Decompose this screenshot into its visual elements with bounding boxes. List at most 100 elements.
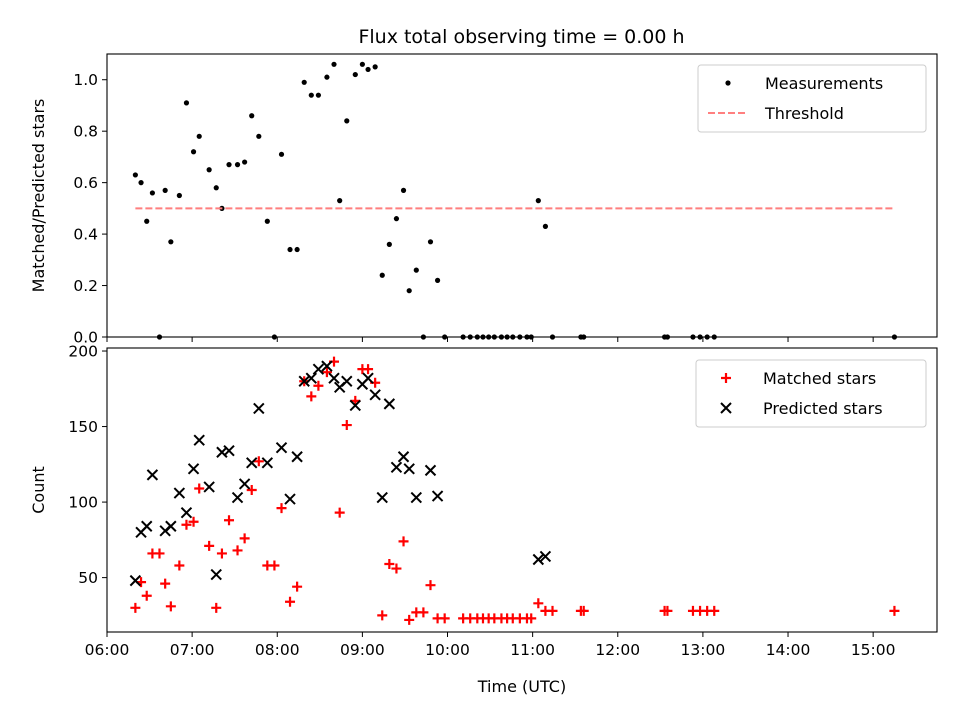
chart-title: Flux total observing time = 0.00 h [358,26,684,48]
matched-star-point [239,533,250,544]
legend: Measurements Threshold [697,64,927,133]
predicted-star-point [397,451,410,463]
measurement-point [386,241,392,247]
matched-star-point [204,540,215,551]
measurement-point [535,198,541,204]
measurement-point [256,133,262,139]
predicted-star-point [298,375,310,387]
matched-star-point [285,596,296,607]
matched-star-point [306,391,317,402]
legend: Matched stars Predicted stars [695,359,927,428]
matched-star-point [216,548,227,559]
legend-label: Matched stars [763,369,876,388]
matched-star-point [313,380,324,391]
series-measurements [132,61,898,340]
predicted-star-point [321,360,333,372]
matched-star-point [889,605,900,616]
measurement-point [480,334,486,340]
measurement-point [542,223,549,229]
predicted-star-point [424,464,437,477]
matched-star-point [246,485,257,495]
legend-box [697,64,927,133]
predicted-star-point [210,568,222,581]
matched-star-point [404,614,415,625]
measurement-point [434,277,441,283]
measurement-point [460,334,466,340]
legend-label: Threshold [764,104,844,123]
y-tick-label: 0.8 [73,123,98,141]
measurement-point [420,334,426,340]
y-tick-label: 100 [68,494,98,512]
predicted-star-point [165,520,177,532]
measurement-point [308,92,314,98]
y-tick-label: 0.2 [73,277,98,295]
measurement-point [704,334,710,340]
measurement-point [337,198,343,204]
matched-star-point [276,503,287,514]
measurement-point [442,334,448,340]
predicted-star-point [305,372,318,384]
measurement-point [491,334,497,340]
measurement-point [413,267,419,273]
predicted-star-point [187,463,200,475]
x-tick-label: 10:00 [425,641,470,659]
x-tick-label: 08:00 [255,641,300,659]
matched-star-point [130,602,141,613]
y-tick-label: 0.6 [73,174,98,192]
legend-label: Measurements [765,74,883,93]
matched-star-point [232,545,243,556]
legend-box [695,359,927,428]
matched-star-point [526,613,537,624]
matched-star-point [418,607,429,618]
x-tick-label: 13:00 [681,641,726,659]
predicted-star-point [362,372,374,384]
measurement-point [365,66,371,73]
measurement-point [206,167,212,173]
measurement-point [517,334,523,340]
predicted-star-point [129,574,142,587]
matched-star-point [533,598,544,609]
measurement-point [162,187,168,193]
matched-star-point [160,578,171,589]
measurement-point [132,172,138,178]
predicted-star-point [253,402,265,415]
measurement-point [697,334,703,340]
y-tick-label: 150 [68,418,98,436]
y-axis-label: Matched/Predicted stars [29,99,48,293]
measurement-point [264,218,270,224]
measurement-point [344,118,350,124]
panel-count: 06:00 07:00 08:00 09:00 10:00 11:00 12:00 13:00… [29,343,938,696]
y-tick-label: 200 [68,343,98,361]
predicted-star-point [390,461,403,474]
x-tick-label: 11:00 [510,641,555,659]
measurement-point [301,79,307,85]
measurement-point [352,71,358,78]
predicted-star-point [403,463,415,475]
predicted-star-point [180,506,193,519]
measurement-point [315,92,322,98]
predicted-star-point [261,457,274,469]
measurement-point [287,246,293,253]
matched-star-point [363,364,374,375]
measurement-point [510,334,516,340]
predicted-star-point [431,490,444,502]
measurement-point [226,162,232,168]
predicted-star-point [539,550,552,563]
measurement-point [474,334,480,340]
matched-star-point [709,605,720,616]
x-tick-label: 09:00 [340,641,385,659]
measurement-point [213,185,219,191]
matched-star-point [224,515,235,526]
legend-marker [721,373,731,383]
measurement-point [427,239,434,245]
measurement-point [168,239,174,245]
predicted-star-point [376,491,388,504]
measurement-point [294,246,300,253]
series-predicted-stars [129,360,552,587]
matched-star-point [188,516,199,527]
legend-marker [725,80,731,86]
legend-label: Predicted stars [763,399,883,418]
x-tick-label: 14:00 [766,641,811,659]
matched-star-point [377,610,388,621]
